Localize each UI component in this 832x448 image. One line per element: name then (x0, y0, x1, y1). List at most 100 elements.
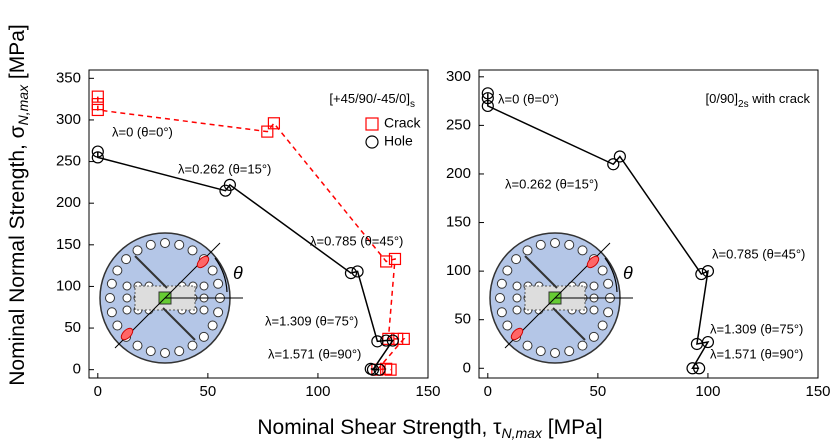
inset-hole (564, 239, 575, 250)
y-label-text: Nominal Normal Strength, σ (6, 125, 29, 385)
inset-hole (597, 320, 608, 331)
inset-hole (207, 265, 218, 276)
marker (344, 267, 358, 280)
marker (695, 267, 708, 281)
y-tick-label: 250 (56, 153, 81, 170)
legend-label: Hole (384, 133, 413, 149)
legend-label: Crack (384, 115, 422, 131)
panel-title: [+45/90/-45/0]s (329, 91, 415, 109)
inset-schematic: θ (99, 232, 243, 364)
y-tick-label: 350 (56, 69, 81, 86)
inset-hole (577, 245, 588, 256)
marker (380, 255, 393, 268)
marker (481, 99, 494, 113)
inset-arc (214, 257, 228, 293)
marker (380, 362, 393, 375)
inset-hole (112, 265, 123, 276)
x-tick-label: 100 (695, 383, 720, 400)
marker (693, 362, 706, 375)
annotation: λ=0.262 (θ=15°) (178, 161, 271, 176)
y-tick-label: 0 (463, 359, 471, 376)
inset-pin (196, 255, 210, 269)
inset-hole (597, 265, 608, 276)
inset-hole (122, 281, 132, 291)
marker (223, 178, 236, 191)
inset-hole (160, 238, 170, 248)
panel-title: [0/90]2s with crack (706, 91, 811, 109)
inset-hole (564, 346, 575, 357)
title-sub: 2s (738, 99, 749, 110)
inset-hole (512, 281, 522, 291)
title-tail: with crack (749, 91, 811, 106)
x-tick-label: 100 (305, 383, 330, 400)
inset-hole (199, 281, 209, 291)
x-label-text: Nominal Shear Strength, τ (257, 416, 502, 439)
inset-hole (522, 340, 533, 351)
plot-frame (478, 69, 819, 379)
x-tick-label: 150 (415, 383, 440, 400)
inset-arc (604, 257, 618, 293)
marker (481, 87, 494, 100)
inset-hole (535, 346, 546, 357)
annotation: λ=0.262 (θ=15°) (505, 176, 598, 191)
inset-hole (174, 346, 185, 357)
annotation: λ=0 (θ=0°) (498, 91, 559, 106)
inset-hole (511, 254, 522, 265)
inset-hole (106, 307, 117, 318)
marker (613, 150, 626, 163)
y-tick-label: 50 (64, 319, 81, 336)
title-sub: s (410, 99, 415, 110)
x-axis-label: Nominal Shear Strength, τN,max [MPa] (257, 416, 602, 441)
inset-hole (512, 305, 522, 315)
x-tick-label: 50 (590, 383, 607, 400)
inset-pin (120, 327, 134, 341)
marker (91, 145, 104, 158)
marker (701, 265, 715, 278)
inset-hole (522, 245, 533, 256)
y-tick-label: 250 (446, 116, 471, 133)
y-tick-label: 50 (454, 311, 471, 328)
inset-pin (586, 255, 600, 269)
inset-cut (134, 255, 168, 289)
marker (373, 363, 386, 376)
inset-hole (213, 278, 224, 289)
marker (91, 90, 104, 103)
inset-hole (187, 245, 198, 256)
title-text: [0/90] (706, 91, 739, 106)
marker (386, 334, 399, 347)
legend-marker (365, 117, 379, 131)
annotation: λ=0.785 (θ=45°) (310, 233, 403, 248)
inset-hole (588, 331, 599, 342)
inset-hole (550, 238, 560, 248)
marker (91, 151, 104, 164)
y-label-unit: [MPa] (6, 24, 29, 85)
annotation: λ=1.309 (θ=75°) (265, 313, 358, 328)
inset-hole (132, 245, 143, 256)
inset-hole (145, 239, 156, 250)
inset-pin (510, 327, 524, 341)
inset-hole (496, 307, 507, 318)
inset-hole (502, 265, 513, 276)
y-tick-label: 300 (56, 111, 81, 128)
marker (388, 252, 402, 266)
inset-hole (132, 340, 143, 351)
x-tick-label: 150 (805, 383, 830, 400)
y-tick-label: 100 (56, 277, 81, 294)
y-tick-label: 200 (56, 194, 81, 211)
inset-hole (112, 320, 123, 331)
y-label-sub: N,max (15, 84, 31, 125)
title-text: [+45/90/-45/0] (329, 91, 410, 106)
y-tick-label: 150 (446, 214, 471, 231)
plot-frame (88, 69, 429, 379)
inset-hole (106, 278, 117, 289)
inset-hole (535, 239, 546, 250)
marker (91, 103, 104, 117)
inset-schematic: θ (489, 232, 633, 364)
marker (351, 265, 364, 278)
y-tick-label: 300 (446, 68, 471, 85)
y-tick-label: 150 (56, 236, 81, 253)
annotation: λ=1.309 (θ=75°) (710, 321, 803, 336)
inset-hole (187, 340, 198, 351)
annotation: λ=0 (θ=0°) (112, 124, 173, 139)
